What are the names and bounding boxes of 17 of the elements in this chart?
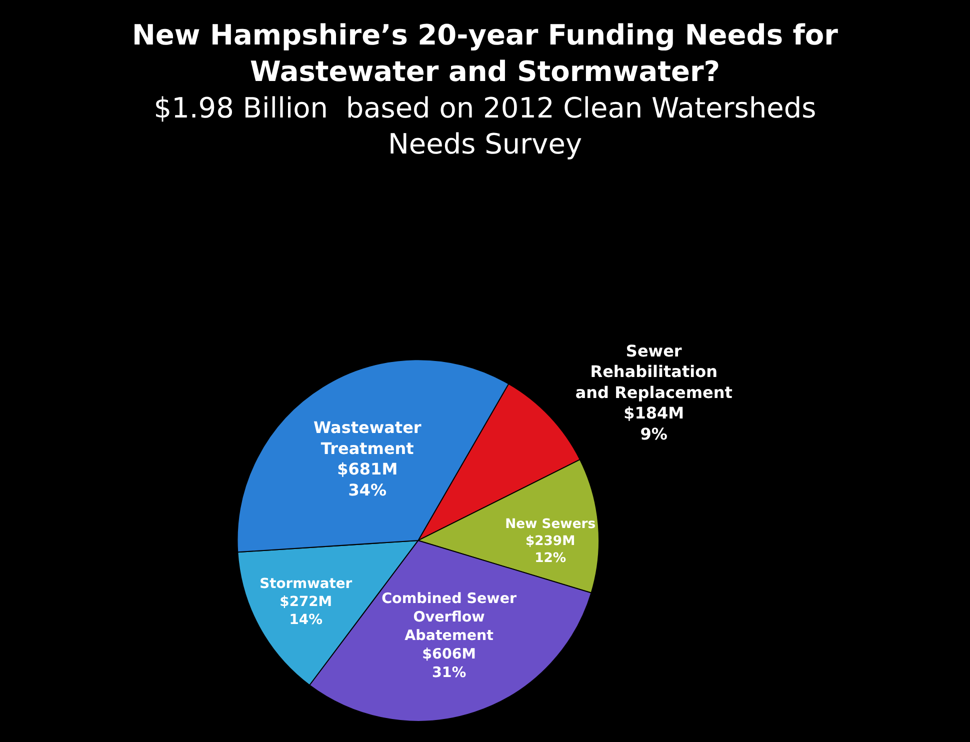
data-label: $184M bbox=[624, 404, 684, 423]
data-label: $606M bbox=[422, 646, 476, 662]
slice-label: Sewer Rehabilitation and Replacement bbox=[575, 341, 733, 402]
slice-label: Combined Sewer Overflow Abatement bbox=[382, 590, 517, 644]
chart-subtitle: $1.98 Billion based on 2012 Clean Watersheds Needs Survey bbox=[154, 91, 816, 161]
data-label: $681M bbox=[337, 460, 398, 479]
text: 9% bbox=[640, 424, 668, 444]
text: 31% bbox=[432, 664, 466, 681]
data-label: $239M bbox=[525, 534, 576, 550]
text: 12% bbox=[534, 551, 566, 566]
text: 34% bbox=[348, 480, 387, 500]
data-label: $272M bbox=[280, 594, 332, 610]
chart-title: New Hampshire’s 20-year Funding Needs for Wastewater and Stormwater? bbox=[132, 18, 838, 88]
text: 14% bbox=[289, 612, 323, 628]
slice-label: Stormwater bbox=[260, 576, 352, 592]
slice-label: Wastewater Treatment bbox=[313, 418, 422, 458]
slice-label: New Sewers bbox=[505, 516, 596, 532]
